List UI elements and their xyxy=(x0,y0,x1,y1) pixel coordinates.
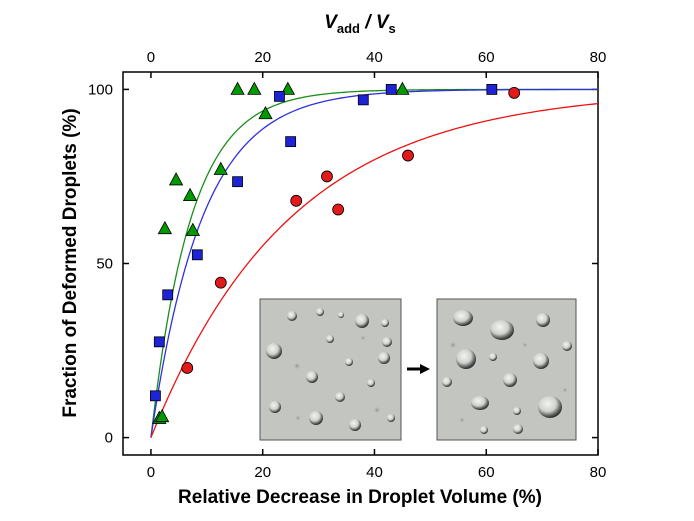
y-tick-label: 0 xyxy=(105,430,113,447)
top-title-sub2: s xyxy=(389,21,396,36)
squares-point xyxy=(162,289,174,301)
data-markers xyxy=(150,81,521,424)
circles-fit-curve xyxy=(150,102,598,438)
squares-point xyxy=(285,136,297,148)
triangles-point xyxy=(182,187,198,202)
top-tick-label: 40 xyxy=(366,49,383,66)
triangles-point xyxy=(258,105,273,120)
circles-point xyxy=(332,203,345,216)
x-tick-label: 0 xyxy=(147,464,155,481)
top-tick-label: 60 xyxy=(478,49,495,66)
x-tick-label: 20 xyxy=(254,464,271,481)
triangles-point xyxy=(247,81,262,95)
circles-point xyxy=(321,170,333,183)
top-title-sep: / xyxy=(360,12,376,33)
circles-point xyxy=(508,86,521,99)
circles-point xyxy=(402,149,414,162)
squares-point xyxy=(153,336,165,348)
top-title-var2: V xyxy=(376,12,390,33)
right-arrow-icon xyxy=(407,364,430,374)
triangles-point xyxy=(185,222,201,236)
top-title-var1: V xyxy=(324,12,338,33)
triangles-point xyxy=(395,81,410,95)
squares-point xyxy=(486,84,498,95)
triangles-point xyxy=(168,172,184,186)
top-tick-label: 20 xyxy=(254,49,271,66)
circles-point xyxy=(214,276,227,289)
squares-point xyxy=(274,90,285,102)
y-tick-label: 50 xyxy=(96,256,113,273)
y-axis-title: Fraction of Deformed Droplets (%) xyxy=(60,108,81,417)
triangles-point xyxy=(157,220,173,235)
y-axis: 0 50 100 xyxy=(88,81,598,447)
x-axis-title: Relative Decrease in Droplet Volume (%) xyxy=(178,487,542,508)
triangles-point xyxy=(213,161,228,175)
squares-point xyxy=(150,390,161,402)
bottom-x-axis: 0 20 40 60 80 xyxy=(147,449,607,481)
squares-point xyxy=(191,249,203,261)
x-tick-label: 80 xyxy=(590,464,607,481)
circles-point xyxy=(290,194,303,207)
x-tick-label: 60 xyxy=(478,464,495,481)
top-tick-label: 80 xyxy=(590,49,607,66)
squares-point xyxy=(385,84,397,95)
top-title-sub1: add xyxy=(337,21,360,36)
circles-point xyxy=(181,362,194,374)
top-axis-title: Vadd / Vs xyxy=(324,12,396,36)
squares-point xyxy=(357,94,369,106)
inset-before-image xyxy=(259,298,402,441)
triangles-point xyxy=(154,408,170,423)
x-tick-label: 40 xyxy=(366,464,383,481)
y-tick-label: 100 xyxy=(88,81,113,98)
top-tick-label: 0 xyxy=(147,49,155,66)
inset-after-image xyxy=(436,298,577,441)
squares-point xyxy=(232,176,243,188)
top-x-axis: 0 20 40 60 80 xyxy=(147,49,607,78)
triangles-point xyxy=(230,81,245,95)
